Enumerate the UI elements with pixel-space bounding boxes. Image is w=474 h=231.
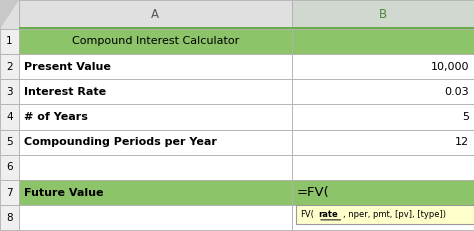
Bar	[19, 0, 292, 29]
Bar	[19, 104, 292, 130]
Bar	[19, 130, 292, 155]
Bar	[296, 205, 474, 224]
Text: =FV(: =FV(	[296, 186, 329, 199]
Bar	[0, 155, 19, 180]
Text: 4: 4	[6, 112, 13, 122]
Text: Future Value: Future Value	[24, 188, 103, 198]
Text: A: A	[151, 8, 159, 21]
Text: FV(: FV(	[300, 210, 314, 219]
Bar	[19, 27, 292, 29]
Text: B: B	[379, 8, 387, 21]
Bar	[0, 54, 19, 79]
Text: rate: rate	[318, 210, 337, 219]
Bar	[292, 155, 474, 180]
Bar	[0, 29, 19, 54]
Bar	[0, 0, 19, 29]
Bar	[292, 29, 474, 54]
Text: 0.03: 0.03	[445, 87, 469, 97]
Text: 1: 1	[6, 36, 13, 46]
Text: 3: 3	[6, 87, 13, 97]
Text: Interest Rate: Interest Rate	[24, 87, 106, 97]
Text: 12: 12	[455, 137, 469, 147]
Bar	[0, 130, 19, 155]
Text: # of Years: # of Years	[24, 112, 88, 122]
Bar	[19, 205, 292, 230]
Bar	[292, 79, 474, 104]
Polygon shape	[0, 0, 19, 29]
Bar	[0, 180, 19, 205]
Bar	[292, 104, 474, 130]
Bar	[292, 180, 474, 205]
Bar	[19, 29, 292, 54]
Bar	[0, 104, 19, 130]
Text: 7: 7	[6, 188, 13, 198]
Text: Compounding Periods per Year: Compounding Periods per Year	[24, 137, 217, 147]
Text: 2: 2	[6, 62, 13, 72]
Text: , nper, pmt, [pv], [type]): , nper, pmt, [pv], [type])	[344, 210, 447, 219]
Text: 6: 6	[6, 162, 13, 172]
Text: 8: 8	[6, 213, 13, 223]
Bar	[0, 205, 19, 230]
Text: Present Value: Present Value	[24, 62, 110, 72]
Text: 10,000: 10,000	[431, 62, 469, 72]
Bar	[19, 54, 292, 79]
Bar	[0, 79, 19, 104]
Bar	[19, 155, 292, 180]
Bar	[292, 205, 474, 230]
Bar	[292, 27, 474, 29]
Bar	[292, 0, 474, 29]
Bar	[19, 180, 292, 205]
Bar	[19, 79, 292, 104]
Bar	[292, 54, 474, 79]
Bar	[292, 130, 474, 155]
Text: 5: 5	[462, 112, 469, 122]
Text: Compound Interest Calculator: Compound Interest Calculator	[72, 36, 239, 46]
Text: 5: 5	[6, 137, 13, 147]
